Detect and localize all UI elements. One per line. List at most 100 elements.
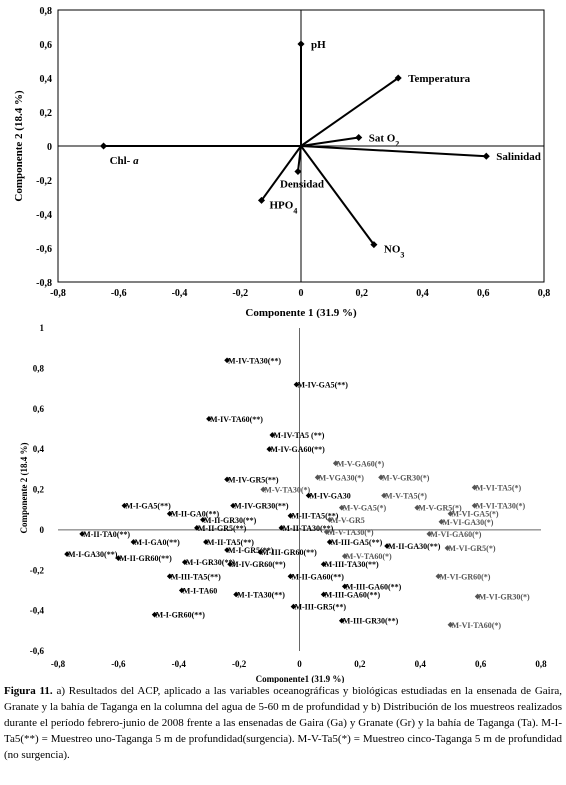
sample-point: [200, 516, 206, 523]
loading-label: pH: [311, 39, 326, 51]
y-tick-label: -0,8: [36, 278, 52, 289]
loading-point: [257, 196, 266, 204]
y-tick-label: 0,6: [33, 404, 45, 414]
sample-point: [290, 603, 297, 610]
x-tick-label: -0,2: [232, 659, 247, 669]
x-tick-label: 0: [297, 659, 302, 669]
y-tick-label: 1: [40, 323, 45, 333]
caption-label: Figura 11.: [4, 685, 53, 697]
x-tick-label: -0,6: [111, 659, 126, 669]
y-axis-title: Componente 2 (18.4 %): [19, 443, 29, 534]
sample-point: [320, 591, 327, 598]
sample-point: [447, 621, 454, 628]
sample-label: M-IV-TA30(**): [228, 356, 281, 365]
sample-point: [233, 591, 239, 598]
sample-label: M-V-GR5(*): [418, 504, 462, 513]
x-tick-label: 0,8: [538, 288, 551, 299]
sample-label: M-V-TA30(*): [328, 528, 374, 537]
y-tick-label: 0: [47, 142, 52, 153]
loading-label: HPO4: [270, 199, 298, 215]
sample-point: [471, 502, 478, 509]
sample-point: [206, 416, 212, 422]
sample-label: M-I-GA5(**): [125, 502, 171, 511]
sample-label: M-V-TA5(*): [385, 492, 427, 501]
loading-point: [394, 74, 402, 82]
sample-label: M-II-GA60(**): [291, 572, 344, 581]
sample-label: M-IV-GA30: [310, 492, 351, 501]
y-tick-label: -0,6: [36, 244, 52, 255]
sample-label: M-VGA30(*): [319, 473, 365, 482]
x-tick-label: 0,6: [475, 659, 487, 669]
sample-point: [287, 573, 294, 580]
sample-label: M-VI-TA30(*): [476, 502, 526, 511]
sample-point: [266, 446, 273, 452]
x-tick-label: 0,2: [356, 288, 369, 299]
y-tick-label: -0,4: [30, 606, 45, 616]
sample-point: [79, 531, 85, 537]
sample-point: [332, 460, 339, 467]
sample-label: M-II-GA0(**): [171, 510, 220, 519]
loading-vector: [260, 145, 302, 201]
figure-caption: Figura 11. a) Resultados del ACP, aplica…: [4, 683, 562, 763]
sample-point: [474, 593, 481, 600]
sample-point: [338, 504, 345, 511]
sample-point: [287, 512, 294, 519]
sample-label: M-VI-TA5(*): [476, 483, 522, 492]
sample-point: [166, 510, 173, 517]
sample-label: M-IV-GA60(**): [270, 445, 325, 454]
pca-biplot-chart: -0,8 -0,6 -0,4 -0,2 0 0,2 0,4 0,6 0,8 0,8 0,6 0,4 0,…: [13, 6, 551, 318]
sample-label: M-III-GA60(**): [325, 590, 381, 599]
sample-label: M-III-TA5(**): [171, 572, 221, 581]
sample-point: [378, 474, 384, 481]
sample-point: [471, 484, 478, 491]
sample-point: [178, 587, 185, 594]
sample-label: M-II-TA30(**): [282, 524, 333, 533]
loading-label: Temperatura: [408, 73, 470, 85]
sample-point: [338, 617, 345, 624]
x-tick-label: -0,4: [172, 288, 188, 299]
sample-label: M-III-GR5(**): [294, 603, 346, 612]
sample-point: [224, 476, 230, 483]
sample-point: [227, 561, 233, 568]
x-tick-label: 0,6: [477, 288, 490, 299]
sample-label: M-IV-GA5(**): [297, 381, 348, 390]
sample-label: M-IV-TA5 (**): [273, 431, 324, 440]
loading-point: [297, 40, 305, 48]
sample-label: M-III-GA60(**): [346, 582, 402, 591]
sample-label: M-III-GA5(**): [331, 538, 383, 547]
caption-text: a) Resultados del ACP, aplicado a las va…: [4, 685, 563, 761]
loading-label: Sat O2: [369, 133, 400, 149]
sample-label: M-II-GR60(**): [119, 554, 172, 563]
sample-label: M-II-GR5(**): [198, 524, 247, 533]
y-tick-label: 0,2: [33, 485, 45, 495]
sample-label: M-II-TA5(**): [207, 538, 254, 547]
sample-label: M-I-GR30(**): [186, 558, 236, 567]
sample-point: [320, 561, 327, 568]
sample-label: M-VI-GA30(*): [442, 518, 493, 527]
sample-label: M-III-GR60(**): [261, 548, 317, 557]
x-tick-label: 0,2: [354, 659, 366, 669]
x-tick-label: -0,2: [232, 288, 248, 299]
sample-point: [426, 531, 433, 537]
y-tick-label: -0,2: [30, 565, 45, 575]
loading-vector: [296, 145, 302, 172]
loading-vector: [300, 77, 399, 147]
sample-point: [224, 547, 230, 553]
loading-point: [294, 167, 302, 176]
y-tick-label: 0,2: [40, 108, 53, 119]
sample-point: [151, 611, 158, 618]
y-tick-label: 0,4: [33, 444, 45, 454]
sample-point: [435, 573, 442, 580]
y-axis-title: Componente 2 (18.4 %): [13, 90, 25, 202]
sample-point: [260, 486, 267, 493]
x-tick-label: -0,8: [51, 659, 66, 669]
loading-label: Salinidad: [496, 151, 541, 163]
loading-point: [100, 142, 108, 150]
sample-point: [314, 474, 321, 481]
x-tick-label: 0: [299, 288, 304, 299]
x-tick-label: -0,8: [50, 288, 66, 299]
y-tick-label: 0,8: [33, 363, 45, 373]
sample-label: M-V-GR5: [331, 516, 365, 525]
sample-point: [305, 492, 312, 499]
sample-point: [121, 502, 128, 509]
